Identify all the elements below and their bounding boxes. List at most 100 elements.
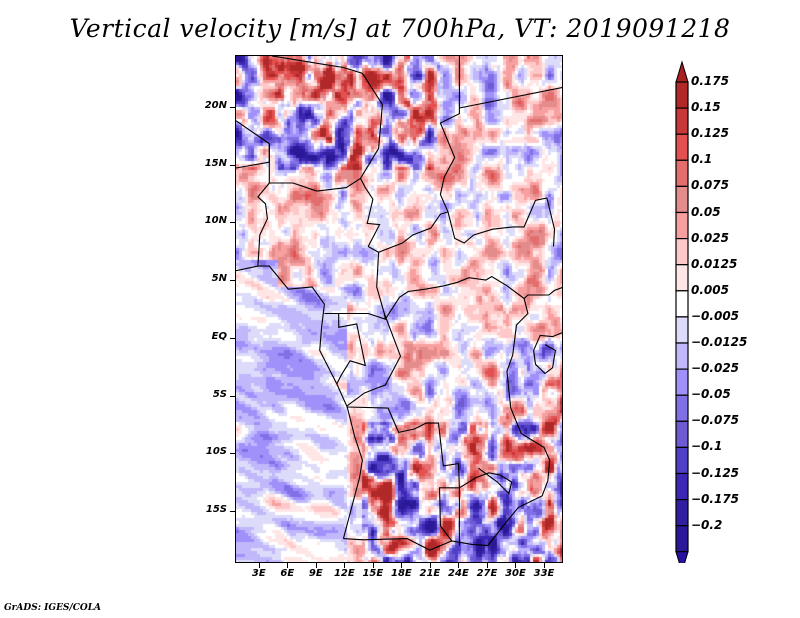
lat-tick (230, 453, 235, 455)
colorbar-graphic (675, 60, 689, 574)
lon-tick (258, 563, 260, 568)
colorbar-swatch (675, 525, 689, 553)
lon-tick (515, 563, 517, 568)
colorbar-swatch (675, 420, 689, 448)
lat-tick (230, 337, 235, 339)
lon-tick (458, 563, 460, 568)
colorbar-swatch (675, 472, 689, 501)
border-line (506, 298, 529, 434)
lat-tick (230, 395, 235, 397)
colorbar-swatch (675, 81, 689, 109)
border-line (451, 433, 551, 547)
lat-tick (230, 164, 235, 166)
colorbar-swatch (675, 159, 689, 188)
border-line (384, 275, 525, 320)
colorbar-swatch (675, 238, 689, 266)
country-borders (236, 56, 562, 551)
lon-tick-label: 24E (448, 568, 469, 579)
border-line (236, 265, 363, 539)
border-line (439, 56, 556, 247)
lon-tick-label: 15E (362, 568, 384, 579)
border-line (346, 313, 402, 407)
lat-tick-label: 5N (211, 273, 227, 285)
lon-tick-label: 9E (308, 568, 323, 579)
lat-tick-label: 15S (205, 504, 227, 516)
colorbar-label: −0.075 (691, 413, 740, 428)
lon-tick (429, 563, 431, 568)
colorbar-label: 0.025 (691, 230, 729, 245)
lon-tick-label: 18E (391, 568, 412, 579)
colorbar-swatch (675, 342, 689, 370)
colorbar-label: 0.075 (691, 178, 729, 193)
colorbar-swatch (675, 499, 689, 527)
lon-tick-label: 27E (476, 568, 498, 579)
lon-tick (344, 563, 346, 568)
border-line (269, 177, 361, 192)
colorbar-label: −0.005 (691, 308, 740, 323)
lat-tick-label: 5S (212, 388, 227, 400)
colorbar-swatch (675, 107, 689, 135)
lon-tick-label: 30E (505, 568, 526, 579)
border-line (272, 56, 363, 74)
border-line (459, 467, 513, 495)
lat-tick (230, 106, 235, 108)
colorbar-label: −0.025 (691, 361, 740, 376)
border-line (359, 73, 383, 247)
colorbar-swatch (675, 446, 689, 475)
lat-tick (230, 511, 235, 513)
lat-tick-label: 10N (204, 215, 227, 227)
colorbar-swatch (675, 316, 689, 344)
colorbar-label: 0.15 (691, 100, 721, 115)
border-line (533, 332, 562, 375)
border-line (324, 246, 387, 321)
colorbar-swatch (675, 211, 689, 240)
lon-tick (486, 563, 488, 568)
colorbar-swatch (675, 264, 689, 292)
colorbar-bottom-arrow (675, 551, 689, 574)
lon-tick-label: 21E (419, 568, 441, 579)
colorbar-label: 0.05 (691, 204, 721, 219)
lat-tick-label: 20N (204, 99, 227, 111)
colorbar-label: −0.1 (691, 439, 723, 454)
grads-credit: GrADS: IGES/COLA (4, 603, 102, 613)
lat-tick-label: EQ (211, 330, 227, 342)
lon-tick (543, 563, 545, 568)
border-line (343, 406, 460, 551)
border-line (459, 87, 562, 109)
colorbar-swatch (675, 133, 689, 161)
vertical-velocity-field (236, 56, 562, 562)
colorbar-label: 0.005 (691, 282, 729, 297)
border-line (523, 287, 562, 299)
colorbar-top-arrow (675, 60, 689, 83)
lon-tick-label: 6E (280, 568, 295, 579)
border-line (257, 143, 270, 267)
lon-tick (372, 563, 374, 568)
colorbar-label: −0.125 (691, 465, 740, 480)
colorbar-swatch (675, 290, 689, 318)
colorbar-label: 0.1 (691, 152, 713, 167)
colorbar-swatch (675, 394, 689, 422)
border-line (236, 120, 270, 169)
lat-tick (230, 280, 235, 282)
colorbar-swatch (675, 368, 689, 396)
lon-tick (287, 563, 289, 568)
colorbar-label: −0.175 (691, 491, 740, 506)
colorbar-label: −0.0125 (691, 335, 748, 349)
lat-tick-label: 10S (205, 446, 227, 458)
chart-title: Vertical velocity [m/s] at 700hPa, VT: 2… (69, 14, 731, 43)
lat-tick (230, 222, 235, 224)
colorbar-label: 0.175 (691, 74, 729, 88)
colorbar-label: 0.125 (691, 126, 729, 141)
lon-tick-label: 12E (333, 568, 355, 579)
map-plot-area (235, 55, 563, 563)
lat-tick-label: 15N (204, 157, 227, 169)
border-line (378, 211, 449, 253)
colorbar-swatch (675, 185, 689, 214)
lon-tick (315, 563, 317, 568)
colorbar-label: −0.2 (691, 517, 723, 532)
colorbar-label: −0.05 (691, 387, 731, 402)
lon-tick-label: 33E (533, 568, 555, 579)
lon-tick-label: 3E (251, 568, 266, 579)
colorbar-legend: 0.175 0.15 0.125 0.1 0.075 0.05 0.025 0.0125 0.0… (672, 58, 792, 574)
lon-tick (401, 563, 403, 568)
